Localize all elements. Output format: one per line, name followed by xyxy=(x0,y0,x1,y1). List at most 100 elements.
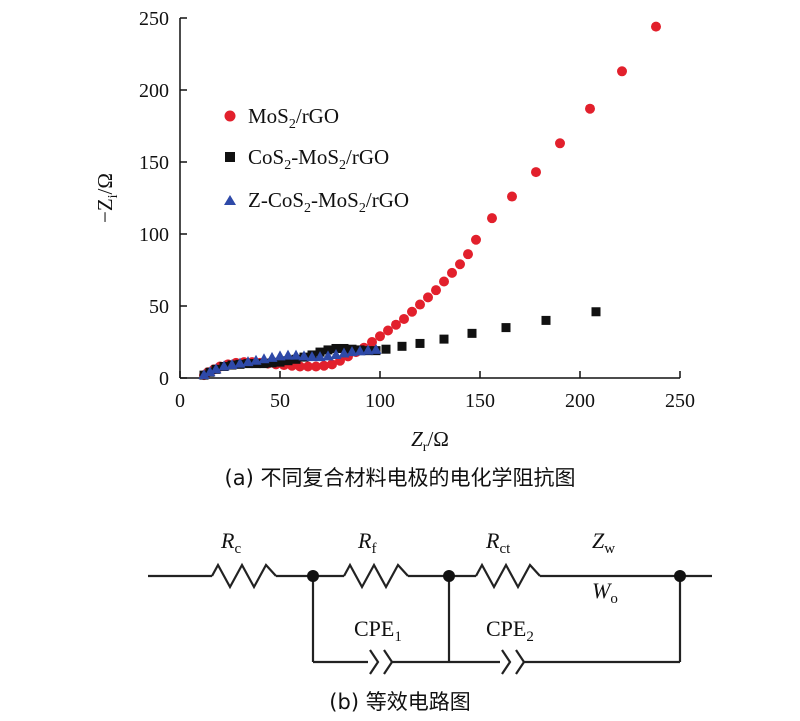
data-point-series-1 xyxy=(585,103,595,114)
resistor-rct xyxy=(475,562,541,590)
y-tick-label: 150 xyxy=(139,152,169,174)
data-point-series-1 xyxy=(295,361,305,372)
x-tick-label: 100 xyxy=(365,390,395,412)
cpe2-plate-left xyxy=(501,649,512,675)
x-tick-label: 150 xyxy=(465,390,495,412)
x-tick-label: 0 xyxy=(175,390,185,412)
data-point-series-1 xyxy=(303,361,313,372)
legend-marker-mos2 xyxy=(224,110,236,122)
data-point-series-3 xyxy=(338,347,350,358)
data-point-series-3 xyxy=(258,353,270,364)
x-tick-label: 250 xyxy=(665,390,695,412)
resistor-rf xyxy=(343,562,409,590)
eis-chart: 0 50 100 150 200 250 0 50 100 150 200 250 Zr/Ω −Zi/… xyxy=(93,8,695,455)
data-point-series-2 xyxy=(267,358,277,368)
label-rc: Rc xyxy=(220,528,241,557)
x-tick-label: 200 xyxy=(565,390,595,412)
data-point-series-2 xyxy=(397,341,407,351)
node-1 xyxy=(307,570,319,582)
data-point-series-2 xyxy=(283,356,293,366)
label-wo: Wo xyxy=(592,578,618,607)
data-point-series-3 xyxy=(370,343,382,354)
data-point-series-1 xyxy=(319,360,329,371)
data-point-series-3 xyxy=(266,351,278,362)
data-point-series-1 xyxy=(383,325,393,336)
data-point-series-2 xyxy=(275,357,285,367)
y-tick-label: 250 xyxy=(139,8,169,30)
cpe1-plate-right xyxy=(383,649,394,675)
data-point-series-2 xyxy=(415,338,425,348)
data-point-series-1 xyxy=(431,285,441,296)
data-marks xyxy=(198,21,661,381)
data-point-series-1 xyxy=(447,267,457,278)
data-point-series-1 xyxy=(651,21,661,32)
data-point-series-1 xyxy=(455,259,465,270)
data-point-series-3 xyxy=(242,356,254,367)
data-point-series-1 xyxy=(487,213,497,224)
data-point-series-1 xyxy=(463,249,473,260)
node-2 xyxy=(443,570,455,582)
data-point-series-3 xyxy=(362,344,374,355)
data-point-series-3 xyxy=(322,350,334,361)
data-point-series-3 xyxy=(234,357,246,368)
data-point-series-1 xyxy=(399,313,409,324)
data-point-series-2 xyxy=(541,315,551,325)
node-3 xyxy=(674,570,686,582)
data-point-series-1 xyxy=(367,337,377,347)
cpe2-plate-right xyxy=(515,649,526,675)
legend-label-mos2: MoS2/rGO xyxy=(248,104,339,132)
data-point-series-3 xyxy=(290,349,302,360)
label-cpe2: CPE2 xyxy=(486,616,534,645)
data-point-series-2 xyxy=(591,307,601,317)
data-point-series-3 xyxy=(298,350,310,361)
data-point-series-1 xyxy=(407,306,417,317)
data-point-series-3 xyxy=(226,359,238,370)
equivalent-circuit: Rc Rf Rct Zw Wo CPE1 CPE2 xyxy=(148,528,712,675)
data-point-series-1 xyxy=(391,319,401,330)
data-point-series-2 xyxy=(439,334,449,344)
resistor-rc xyxy=(211,562,277,590)
legend-label-z-cos2-mos2: Z-CoS2-MoS2/rGO xyxy=(248,188,409,216)
data-point-series-2 xyxy=(259,359,269,369)
data-point-series-3 xyxy=(306,351,318,362)
y-axis-label: −Zi/Ω xyxy=(93,173,121,223)
data-point-series-3 xyxy=(210,363,222,374)
label-zw: Zw xyxy=(592,528,615,557)
data-point-series-1 xyxy=(375,331,385,342)
axis-ticks: 0 50 100 150 200 250 0 50 100 150 200 250 xyxy=(139,8,695,412)
data-point-series-2 xyxy=(501,323,511,333)
data-point-series-3 xyxy=(218,360,230,371)
data-point-series-1 xyxy=(415,299,425,310)
data-point-series-3 xyxy=(274,350,286,361)
legend: MoS2/rGO CoS2-MoS2/rGO Z-CoS2-MoS2/rGO xyxy=(224,104,409,216)
data-point-series-1 xyxy=(617,66,627,77)
cpe1-plate-left xyxy=(369,649,380,675)
y-tick-label: 50 xyxy=(149,296,169,318)
label-cpe1: CPE1 xyxy=(354,616,402,645)
x-tick-label: 50 xyxy=(270,390,290,412)
y-tick-label: 0 xyxy=(159,368,169,390)
data-point-series-3 xyxy=(314,351,326,362)
data-point-series-1 xyxy=(311,361,321,372)
caption-a: (a) 不同复合材料电极的电化学阻抗图 xyxy=(224,466,576,490)
legend-marker-z-cos2-mos2 xyxy=(224,195,236,205)
caption-b: (b) 等效电路图 xyxy=(329,690,471,714)
data-point-series-1 xyxy=(439,276,449,287)
data-point-series-3 xyxy=(204,366,216,377)
label-rf: Rf xyxy=(357,528,376,557)
data-point-series-1 xyxy=(507,191,517,202)
data-point-series-2 xyxy=(331,343,341,353)
y-tick-label: 100 xyxy=(139,224,169,246)
data-point-series-1 xyxy=(327,359,337,370)
legend-label-cos2-mos2: CoS2-MoS2/rGO xyxy=(248,145,389,173)
data-point-series-1 xyxy=(555,138,565,149)
data-point-series-3 xyxy=(330,348,342,359)
data-point-series-3 xyxy=(354,345,366,356)
data-point-series-3 xyxy=(198,369,210,380)
data-point-series-3 xyxy=(346,346,358,357)
legend-marker-cos2-mos2 xyxy=(225,152,235,162)
data-point-series-2 xyxy=(323,345,333,355)
data-point-series-1 xyxy=(423,292,433,303)
data-point-series-3 xyxy=(282,349,294,360)
label-rct: Rct xyxy=(485,528,511,557)
